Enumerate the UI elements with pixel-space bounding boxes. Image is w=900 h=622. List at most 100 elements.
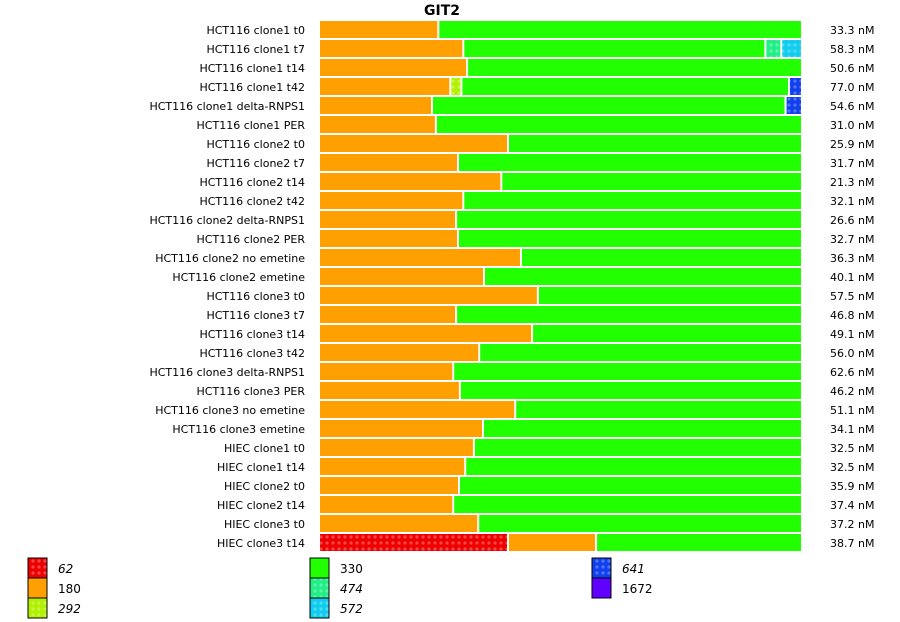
category-label: HCT116 clone3 emetine: [172, 423, 305, 436]
category-label: HCT116 clone2 emetine: [172, 271, 305, 284]
bar-row: HCT116 clone3 delta-RNPS1 62.6 nM: [149, 363, 874, 380]
total-label: 49.1 nM: [830, 328, 874, 341]
legend-item: 641: [591, 557, 645, 579]
bar-row: HCT116 clone3 no emetine 51.1 nM: [155, 401, 874, 418]
bar-row: HCT116 clone2 t42 32.1 nM: [199, 192, 874, 209]
bar-row: HCT116 clone3 PER 46.2 nM: [197, 382, 874, 399]
legend-label: 1672: [622, 582, 653, 596]
category-label: HCT116 clone3 PER: [197, 385, 306, 398]
legend-item: 1672: [591, 577, 653, 599]
bar-row: HIEC clone3 t0 37.2 nM: [224, 515, 874, 532]
bar-segment-641: [789, 78, 801, 95]
category-label: HCT116 clone1 t14: [199, 62, 305, 75]
category-label: HCT116 clone1 PER: [197, 119, 306, 132]
legend-label: 572: [340, 602, 363, 616]
legend-swatch: [309, 557, 330, 579]
legend-swatch: [309, 597, 330, 619]
bar-segment-180: [320, 21, 438, 38]
total-label: 33.3 nM: [830, 24, 874, 37]
legend-label: 474: [340, 582, 363, 596]
total-label: 36.3 nM: [830, 252, 874, 265]
total-label: 31.7 nM: [830, 157, 874, 170]
bar-segment-180: [320, 496, 453, 513]
bar-segment-180: [320, 154, 457, 171]
category-label: HIEC clone1 t0: [224, 442, 305, 455]
category-label: HIEC clone3 t0: [224, 518, 305, 531]
bar-row: HIEC clone1 t14 32.5 nM: [217, 458, 874, 475]
category-label: HCT116 clone2 delta-RNPS1: [149, 214, 305, 227]
category-label: HCT116 clone3 delta-RNPS1: [149, 366, 305, 379]
legend-swatch: [309, 577, 330, 599]
legend-swatch: [27, 597, 48, 619]
bar-segment-180: [320, 97, 431, 114]
legend-label: 180: [58, 582, 81, 596]
category-label: HCT116 clone2 t0: [206, 138, 305, 151]
bar-segment-330: [462, 78, 788, 95]
bar-segment-180: [320, 420, 482, 437]
bar-row: HCT116 clone1 t7 58.3 nM: [206, 40, 874, 57]
category-label: HCT116 clone1 t0: [206, 24, 305, 37]
legend-item: 330: [309, 557, 363, 579]
bar-segment-180: [320, 173, 501, 190]
legend-label: 641: [622, 562, 645, 576]
bar-segment-330: [522, 249, 801, 266]
bar-segment-180: [320, 268, 483, 285]
bar-row: HIEC clone2 t0 35.9 nM: [224, 477, 874, 494]
bar-segment-330: [460, 477, 801, 494]
total-label: 32.5 nM: [830, 461, 874, 474]
category-label: HIEC clone3 t14: [217, 537, 305, 550]
total-label: 77.0 nM: [830, 81, 874, 94]
bar-segment-180: [320, 40, 463, 57]
bar-segment-180: [320, 249, 520, 266]
bar-segment-180: [320, 78, 450, 95]
category-label: HIEC clone2 t14: [217, 499, 305, 512]
bar-row: HCT116 clone1 PER 31.0 nM: [197, 116, 874, 133]
total-label: 62.6 nM: [830, 366, 874, 379]
bar-row: HCT116 clone3 t0 57.5 nM: [206, 287, 874, 304]
bar-segment-330: [464, 40, 765, 57]
bar-segment-180: [320, 363, 453, 380]
total-label: 34.1 nM: [830, 423, 874, 436]
legend-swatch: [27, 557, 48, 579]
bar-segment-330: [597, 534, 801, 551]
total-label: 57.5 nM: [830, 290, 874, 303]
bar-segment-330: [464, 192, 801, 209]
legend-label: 62: [58, 562, 73, 576]
bar-segment-180: [320, 59, 467, 76]
category-label: HCT116 clone3 no emetine: [155, 404, 305, 417]
bar-segment-180: [320, 325, 532, 342]
category-label: HCT116 clone1 t7: [206, 43, 305, 56]
category-label: HCT116 clone2 PER: [197, 233, 306, 246]
bar-segment-330: [460, 382, 801, 399]
category-label: HCT116 clone3 t0: [206, 290, 305, 303]
bar-segment-330: [457, 211, 801, 228]
total-label: 37.2 nM: [830, 518, 874, 531]
bar-segment-180: [320, 116, 435, 133]
total-label: 31.0 nM: [830, 119, 874, 132]
bar-segment-62: [320, 534, 507, 551]
total-label: 25.9 nM: [830, 138, 874, 151]
category-label: HCT116 clone2 t42: [199, 195, 305, 208]
bar-row: HCT116 clone2 PER 32.7 nM: [197, 230, 874, 247]
bar-segment-180: [320, 382, 459, 399]
bar-row: HCT116 clone2 t0 25.9 nM: [206, 135, 874, 152]
total-label: 32.1 nM: [830, 195, 874, 208]
total-label: 35.9 nM: [830, 480, 874, 493]
legend-item: 180: [27, 577, 81, 599]
bar-segment-330: [468, 59, 801, 76]
total-label: 26.6 nM: [830, 214, 874, 227]
bar-segment-474: [766, 40, 781, 57]
bar-row: HCT116 clone2 delta-RNPS1 26.6 nM: [149, 211, 874, 228]
total-label: 46.2 nM: [830, 385, 874, 398]
bar-segment-180: [320, 401, 515, 418]
bar-segment-330: [459, 154, 801, 171]
category-label: HCT116 clone2 t14: [199, 176, 305, 189]
bar-segment-330: [454, 496, 801, 513]
bar-segment-330: [459, 230, 801, 247]
bar-segment-572: [782, 40, 801, 57]
category-label: HCT116 clone3 t7: [206, 309, 305, 322]
bar-segment-180: [320, 344, 479, 361]
bar-segment-180: [320, 192, 463, 209]
total-label: 50.6 nM: [830, 62, 874, 75]
